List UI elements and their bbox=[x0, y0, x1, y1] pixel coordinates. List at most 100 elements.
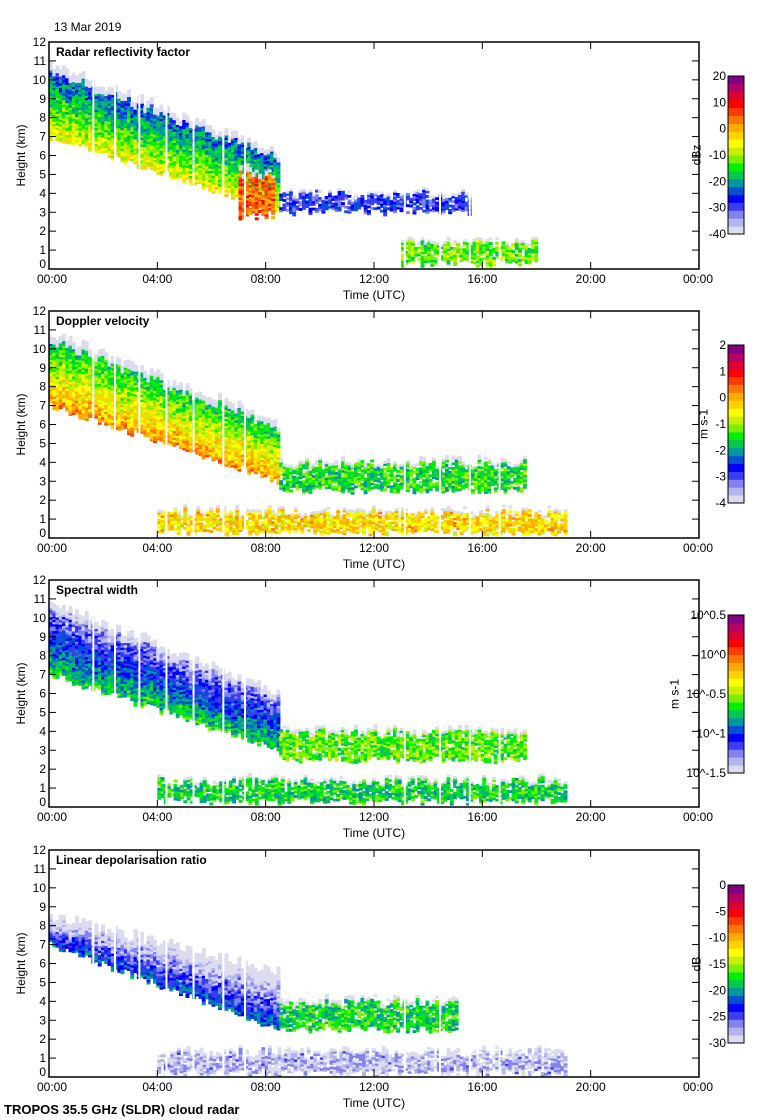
data-cell bbox=[237, 443, 242, 447]
data-cell bbox=[238, 176, 243, 180]
data-cell bbox=[94, 150, 99, 154]
data-cell bbox=[140, 112, 144, 116]
data-cell bbox=[172, 396, 177, 400]
data-cell bbox=[172, 421, 177, 425]
data-cell bbox=[149, 142, 154, 146]
data-cell bbox=[315, 194, 319, 198]
data-cell bbox=[143, 406, 148, 410]
data-cell bbox=[185, 151, 190, 155]
data-cell bbox=[195, 415, 200, 419]
data-cell bbox=[412, 202, 417, 206]
data-cell bbox=[179, 414, 183, 418]
data-cell bbox=[414, 249, 418, 253]
data-cell bbox=[62, 124, 66, 128]
data-cell bbox=[71, 86, 76, 90]
data-cell bbox=[62, 392, 66, 396]
data-cell bbox=[208, 424, 213, 428]
data-cell bbox=[185, 449, 190, 452]
data-cell bbox=[62, 374, 66, 378]
data-cell bbox=[146, 427, 151, 431]
data-cell bbox=[117, 405, 122, 409]
data-cell bbox=[205, 425, 209, 428]
data-cell bbox=[123, 387, 128, 391]
data-cell bbox=[68, 134, 73, 138]
data-cell bbox=[94, 408, 99, 412]
data-cell bbox=[241, 178, 246, 182]
data-cell bbox=[143, 117, 148, 120]
data-cell bbox=[396, 195, 401, 199]
data-cell bbox=[208, 138, 213, 142]
data-cell bbox=[505, 253, 509, 257]
data-cell bbox=[133, 143, 138, 147]
data-cell bbox=[78, 382, 83, 386]
data-cell bbox=[427, 244, 431, 247]
data-cell bbox=[81, 389, 86, 393]
data-cell bbox=[201, 162, 206, 166]
data-cell bbox=[266, 151, 271, 155]
data-cell bbox=[117, 138, 122, 142]
data-cell bbox=[117, 391, 122, 395]
data-cell bbox=[75, 125, 79, 129]
data-cell bbox=[482, 241, 487, 245]
data-cell bbox=[101, 89, 105, 93]
data-cell bbox=[101, 393, 105, 397]
data-cell bbox=[250, 409, 255, 413]
data-cell bbox=[153, 392, 157, 396]
data-cell bbox=[208, 428, 213, 432]
data-cell bbox=[78, 143, 83, 147]
data-cell bbox=[253, 147, 258, 151]
data-cell bbox=[208, 422, 213, 425]
data-cell bbox=[231, 419, 235, 422]
data-cell bbox=[401, 246, 405, 250]
data-cell bbox=[166, 144, 170, 148]
data-cell bbox=[254, 197, 259, 200]
data-cell bbox=[81, 378, 86, 382]
data-cell bbox=[461, 195, 466, 199]
data-cell bbox=[324, 205, 329, 208]
data-cell bbox=[55, 351, 60, 355]
data-cell bbox=[104, 409, 109, 412]
data-cell bbox=[52, 112, 57, 115]
data-cell bbox=[198, 124, 203, 127]
data-cell bbox=[149, 397, 154, 401]
data-cell bbox=[231, 421, 235, 425]
data-cell bbox=[120, 411, 125, 415]
data-cell bbox=[273, 193, 278, 197]
data-cell bbox=[107, 152, 112, 156]
data-cell bbox=[49, 368, 53, 372]
data-cell bbox=[162, 425, 167, 429]
data-cell bbox=[146, 379, 151, 383]
data-cell bbox=[211, 154, 216, 158]
data-cell bbox=[162, 133, 167, 136]
data-cell bbox=[472, 247, 477, 251]
data-cell bbox=[247, 451, 252, 455]
data-cell bbox=[198, 446, 203, 450]
data-cell bbox=[97, 138, 102, 142]
data-cell bbox=[68, 379, 73, 382]
data-cell bbox=[257, 151, 261, 155]
data-cell bbox=[75, 105, 79, 108]
data-cell bbox=[149, 434, 154, 437]
data-cell bbox=[140, 369, 144, 373]
data-cell bbox=[435, 197, 440, 201]
y-tick-label: 1 bbox=[39, 243, 46, 257]
data-cell bbox=[179, 384, 183, 388]
data-cell bbox=[376, 195, 381, 199]
data-cell bbox=[81, 112, 86, 115]
data-cell bbox=[198, 441, 203, 445]
data-cell bbox=[185, 424, 190, 427]
data-cell bbox=[68, 141, 73, 145]
data-cell bbox=[245, 199, 249, 203]
data-cell bbox=[257, 169, 261, 173]
data-cell bbox=[71, 389, 76, 393]
data-cell bbox=[201, 400, 206, 403]
data-cell bbox=[237, 411, 242, 415]
data-cell bbox=[52, 91, 57, 95]
data-cell bbox=[292, 209, 297, 212]
data-cell bbox=[195, 138, 200, 142]
data-cell bbox=[412, 195, 417, 199]
data-cell bbox=[237, 432, 242, 436]
data-cell bbox=[84, 347, 89, 351]
data-cell bbox=[149, 436, 154, 440]
data-cell bbox=[88, 137, 92, 141]
